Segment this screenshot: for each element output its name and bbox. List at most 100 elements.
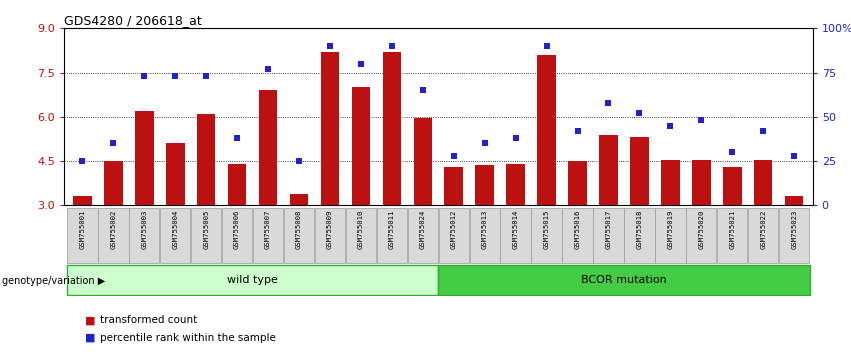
FancyBboxPatch shape [470, 208, 500, 263]
Bar [506, 164, 525, 205]
Point [694, 118, 708, 123]
FancyBboxPatch shape [346, 208, 376, 263]
FancyBboxPatch shape [191, 208, 221, 263]
Point [138, 73, 151, 79]
Point [602, 100, 615, 105]
Text: GSM755005: GSM755005 [203, 210, 209, 249]
Bar [197, 114, 215, 205]
Point [787, 153, 801, 159]
Bar [321, 52, 340, 205]
Bar [135, 111, 153, 205]
Point [261, 66, 275, 72]
Bar [414, 118, 432, 205]
Bar [599, 135, 618, 205]
Text: percentile rank within the sample: percentile rank within the sample [100, 333, 277, 343]
FancyBboxPatch shape [98, 208, 129, 263]
FancyBboxPatch shape [748, 208, 779, 263]
Bar [383, 52, 401, 205]
FancyBboxPatch shape [253, 208, 283, 263]
Point [509, 135, 523, 141]
Bar [104, 161, 123, 205]
Text: GSM755013: GSM755013 [482, 210, 488, 249]
Text: GSM755011: GSM755011 [389, 210, 395, 249]
Point [354, 61, 368, 67]
Point [725, 149, 739, 155]
Text: GSM755017: GSM755017 [605, 210, 612, 249]
Text: GSM755001: GSM755001 [79, 210, 85, 249]
Text: GSM755021: GSM755021 [729, 210, 735, 249]
Point [571, 128, 585, 134]
Point [757, 128, 770, 134]
Text: GSM755012: GSM755012 [451, 210, 457, 249]
Text: BCOR mutation: BCOR mutation [581, 275, 667, 285]
Text: GSM755023: GSM755023 [791, 210, 797, 249]
Point [540, 43, 553, 49]
FancyBboxPatch shape [408, 208, 438, 263]
FancyBboxPatch shape [655, 208, 686, 263]
Bar [289, 194, 308, 205]
Point [106, 141, 120, 146]
Text: ■: ■ [85, 315, 95, 325]
Bar [537, 55, 556, 205]
FancyBboxPatch shape [377, 208, 407, 263]
FancyBboxPatch shape [284, 208, 314, 263]
FancyBboxPatch shape [563, 208, 592, 263]
Text: transformed count: transformed count [100, 315, 197, 325]
Text: GSM755020: GSM755020 [699, 210, 705, 249]
Point [199, 73, 213, 79]
Bar [754, 160, 773, 205]
Text: GSM755022: GSM755022 [760, 210, 766, 249]
FancyBboxPatch shape [129, 208, 159, 263]
FancyBboxPatch shape [438, 265, 809, 295]
FancyBboxPatch shape [717, 208, 747, 263]
Text: ■: ■ [85, 333, 95, 343]
Text: GSM755009: GSM755009 [327, 210, 333, 249]
Text: genotype/variation ▶: genotype/variation ▶ [2, 276, 105, 286]
Point [76, 158, 89, 164]
Bar [73, 196, 92, 205]
Point [478, 141, 492, 146]
Bar [723, 167, 741, 205]
Text: GSM755007: GSM755007 [265, 210, 271, 249]
Point [416, 87, 430, 93]
Text: GSM755024: GSM755024 [420, 210, 426, 249]
Point [632, 110, 646, 116]
Point [323, 43, 337, 49]
Text: GSM755019: GSM755019 [667, 210, 673, 249]
FancyBboxPatch shape [593, 208, 624, 263]
FancyBboxPatch shape [67, 208, 98, 263]
Point [385, 43, 398, 49]
Text: GSM755018: GSM755018 [637, 210, 643, 249]
FancyBboxPatch shape [160, 208, 191, 263]
FancyBboxPatch shape [686, 208, 717, 263]
Text: GSM755010: GSM755010 [358, 210, 364, 249]
Bar [476, 166, 494, 205]
Point [231, 135, 244, 141]
Text: GSM755004: GSM755004 [172, 210, 178, 249]
Text: GSM755006: GSM755006 [234, 210, 240, 249]
Bar [228, 164, 247, 205]
FancyBboxPatch shape [315, 208, 346, 263]
FancyBboxPatch shape [222, 208, 252, 263]
FancyBboxPatch shape [500, 208, 531, 263]
Text: GSM755015: GSM755015 [544, 210, 550, 249]
Point [447, 153, 460, 159]
Bar [692, 160, 711, 205]
Bar [444, 167, 463, 205]
FancyBboxPatch shape [67, 265, 438, 295]
FancyBboxPatch shape [531, 208, 562, 263]
Bar [166, 143, 185, 205]
Bar [259, 90, 277, 205]
Bar [630, 137, 648, 205]
Text: wild type: wild type [227, 275, 278, 285]
FancyBboxPatch shape [625, 208, 654, 263]
Point [664, 123, 677, 129]
Text: GSM755014: GSM755014 [512, 210, 518, 249]
FancyBboxPatch shape [438, 208, 469, 263]
Text: GDS4280 / 206618_at: GDS4280 / 206618_at [64, 14, 202, 27]
Text: GSM755003: GSM755003 [141, 210, 147, 249]
Bar [661, 160, 680, 205]
Text: GSM755008: GSM755008 [296, 210, 302, 249]
FancyBboxPatch shape [779, 208, 809, 263]
Point [292, 158, 306, 164]
